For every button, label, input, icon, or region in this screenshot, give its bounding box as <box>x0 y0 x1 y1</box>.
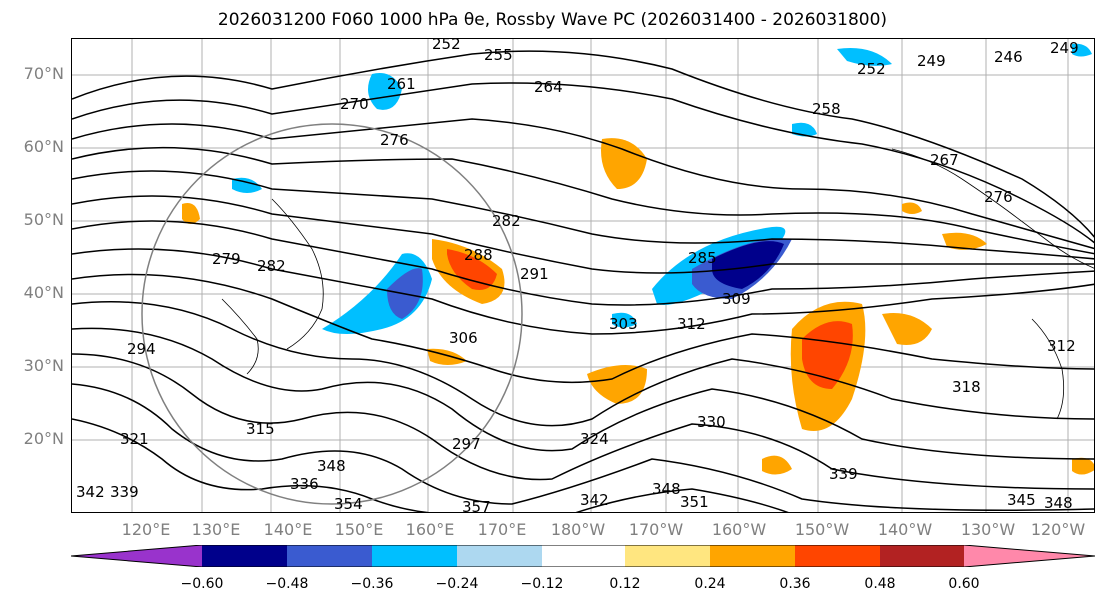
contour-label: 252 <box>857 60 886 78</box>
colorbar-tick: −0.24 <box>435 576 479 592</box>
colorbar-bin <box>372 545 457 567</box>
contour-label: 339 <box>110 483 139 501</box>
positive-anomaly-fills <box>182 138 1094 475</box>
contour-label: 276 <box>380 131 409 149</box>
contour-label: 309 <box>722 290 751 308</box>
contour-label: 342 <box>580 491 609 509</box>
contour-label: 282 <box>257 257 286 275</box>
contour-label: 249 <box>1050 39 1079 57</box>
colorbar-tick: 0.48 <box>864 576 896 592</box>
lon-label-150w: 150°W <box>794 520 850 539</box>
colorbar-tick: 0.36 <box>779 576 811 592</box>
contour-label: 345 <box>1007 491 1036 509</box>
lat-label-20n: 20°N <box>23 429 64 448</box>
contour-label: 291 <box>520 265 549 283</box>
lon-label-170e: 170°E <box>477 520 527 539</box>
contour-label: 285 <box>688 249 717 267</box>
lon-label-180w: 180°W <box>550 520 606 539</box>
lat-label-40n: 40°N <box>23 283 64 302</box>
lon-label-120w: 120°W <box>1030 520 1086 539</box>
lat-label-70n: 70°N <box>23 64 64 83</box>
colorbar-bin <box>457 545 542 567</box>
colorbar-tick: −0.36 <box>350 576 394 592</box>
reference-circle <box>141 123 523 505</box>
colorbar-bin <box>625 545 710 567</box>
lon-label-150e: 150°E <box>334 520 384 539</box>
contour-label: 306 <box>449 329 478 347</box>
lat-label-30n: 30°N <box>23 356 64 375</box>
colorbar-bin <box>542 545 625 567</box>
colorbar-bin <box>795 545 880 567</box>
theta-e-contours <box>72 50 1094 512</box>
contour-label: 303 <box>609 315 638 333</box>
map-panel: 252 255 249 246 249 252 258 264 261 270 … <box>71 38 1095 513</box>
colorbar-bin <box>880 545 964 567</box>
contour-label: 357 <box>462 498 491 513</box>
lon-label-120e: 120°E <box>121 520 171 539</box>
contour-label: 315 <box>246 420 275 438</box>
colorbar-tick: −0.48 <box>265 576 309 592</box>
lon-label-170w: 170°W <box>628 520 684 539</box>
contour-label: 246 <box>994 48 1023 66</box>
contour-label: 312 <box>677 315 706 333</box>
contour-label: 264 <box>534 78 563 96</box>
colorbar-bin <box>202 545 287 567</box>
contour-label: 348 <box>317 457 346 475</box>
colorbar-bin <box>287 545 372 567</box>
negative-anomaly-fills <box>232 43 1092 334</box>
contour-label: 318 <box>952 378 981 396</box>
colorbar-tick: −0.60 <box>180 576 224 592</box>
lon-label-140e: 140°E <box>263 520 313 539</box>
contour-labels: 252 255 249 246 249 252 258 264 261 270 … <box>76 39 1079 513</box>
contour-label: 351 <box>680 493 709 511</box>
contour-label: 288 <box>464 246 493 264</box>
contour-label: 255 <box>484 46 513 64</box>
contour-label: 249 <box>917 52 946 70</box>
contour-label: 282 <box>492 212 521 230</box>
lat-label-60n: 60°N <box>23 137 64 156</box>
chart-title: 2026031200 F060 1000 hPa θe, Rossby Wave… <box>217 10 888 30</box>
contour-label: 348 <box>652 480 681 498</box>
colorbar-tick: −0.12 <box>520 576 564 592</box>
lat-label-50n: 50°N <box>23 210 64 229</box>
lon-label-160e: 160°E <box>405 520 455 539</box>
colorbar-tick: 0.12 <box>609 576 641 592</box>
contour-label: 354 <box>334 495 363 513</box>
contour-label: 342 <box>76 483 105 501</box>
lon-label-140w: 140°W <box>877 520 933 539</box>
contour-label: 270 <box>340 95 369 113</box>
lon-label-160w: 160°W <box>711 520 767 539</box>
contour-label: 261 <box>387 75 416 93</box>
coastlines <box>221 148 1094 420</box>
map-canvas: 252 255 249 246 249 252 258 264 261 270 … <box>72 39 1094 513</box>
contour-label: 312 <box>1047 337 1076 355</box>
contour-label: 348 <box>1044 494 1073 512</box>
contour-label: 339 <box>829 465 858 483</box>
contour-label: 297 <box>452 435 481 453</box>
contour-label: 336 <box>290 475 319 493</box>
contour-label: 276 <box>984 188 1013 206</box>
colorbar-extend-high <box>964 545 1095 567</box>
contour-label: 279 <box>212 250 241 268</box>
colorbar-extend-low <box>71 545 202 567</box>
contour-label: 321 <box>120 430 149 448</box>
contour-label: 252 <box>432 39 461 53</box>
colorbar-bin <box>710 545 795 567</box>
colorbar <box>71 545 1095 567</box>
lon-label-130w: 130°W <box>960 520 1016 539</box>
contour-label: 267 <box>930 151 959 169</box>
colorbar-tick: 0.24 <box>694 576 726 592</box>
lon-label-130e: 130°E <box>191 520 241 539</box>
contour-label: 294 <box>127 340 156 358</box>
colorbar-tick: 0.60 <box>948 576 980 592</box>
contour-label: 258 <box>812 100 841 118</box>
contour-label: 324 <box>580 430 609 448</box>
contour-label: 330 <box>697 413 726 431</box>
